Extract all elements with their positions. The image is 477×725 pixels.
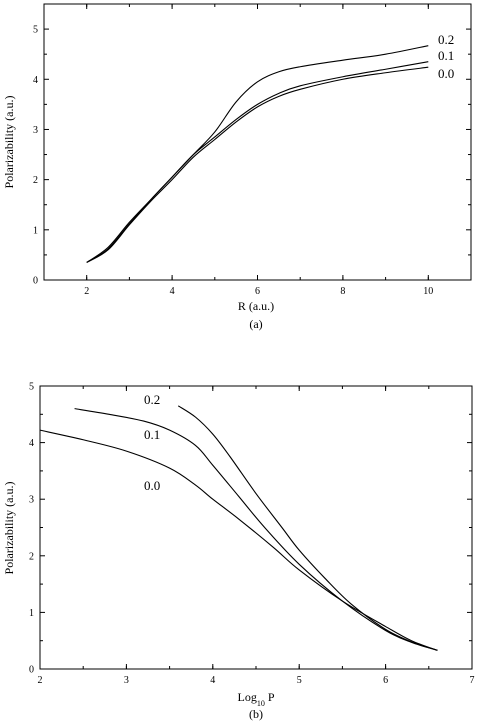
y-tick-label: 0 [33,276,38,287]
y-tick-label: 5 [29,382,34,393]
x-tick-label: 6 [383,675,388,686]
y-tick-label: 2 [29,551,34,562]
plot-frame [39,385,473,670]
y-tick-label: 5 [33,25,38,36]
y-tick-label: 1 [29,608,34,619]
x-tick-label: 2 [38,675,43,686]
series-line-0.0 [39,429,438,651]
x-tick-label: 8 [340,286,345,297]
y-tick-label: 3 [29,495,34,506]
series-label-0.1: 0.1 [144,427,160,442]
x-tick-label: 5 [297,675,302,686]
series-label-0.0: 0.0 [144,478,160,493]
y-tick-label: 1 [33,225,38,236]
panel-label: (a) [249,317,262,331]
y-tick-label: 0 [29,665,34,676]
y-tick-label: 4 [33,75,38,86]
x-tick-label: 10 [423,286,433,297]
series-label-0.2: 0.2 [438,32,454,47]
x-tick-label: 7 [470,675,475,686]
series-line-0.1 [86,61,429,263]
y-tick-label: 2 [33,175,38,186]
series-line-0.0 [86,66,429,263]
y-tick-label: 4 [29,438,34,449]
x-tick-label: 6 [255,286,260,297]
series-label-0.0: 0.0 [438,66,454,81]
y-axis-title: Polarizability (a.u.) [2,96,16,189]
x-axis-title: R (a.u.) [238,299,274,313]
y-tick-label: 3 [33,125,38,136]
panel-label: (b) [249,707,263,721]
series-label-0.1: 0.1 [438,48,454,63]
x-tick-label: 4 [170,286,175,297]
x-tick-label: 3 [124,675,129,686]
series-line-0.2 [177,405,438,651]
x-axis-title: Log10 P [237,690,274,708]
y-axis-title: Polarizability (a.u.) [2,482,16,575]
plot-frame [43,3,472,281]
chart-panel-2: 2 3 4 5 6 7 0 1 2 3 4 5 0.2 0.1 0.0 Polarizability (a.u… [2,382,475,722]
series-line-0.2 [86,45,429,263]
series-label-0.2: 0.2 [144,392,160,407]
series-line-0.1 [74,408,438,651]
x-tick-label: 2 [84,286,89,297]
x-tick-label: 4 [210,675,215,686]
chart-panel-1: 2 4 6 8 10 0 1 2 3 4 5 0.20.1 0.0 Polarizability (a.u… [2,3,472,331]
